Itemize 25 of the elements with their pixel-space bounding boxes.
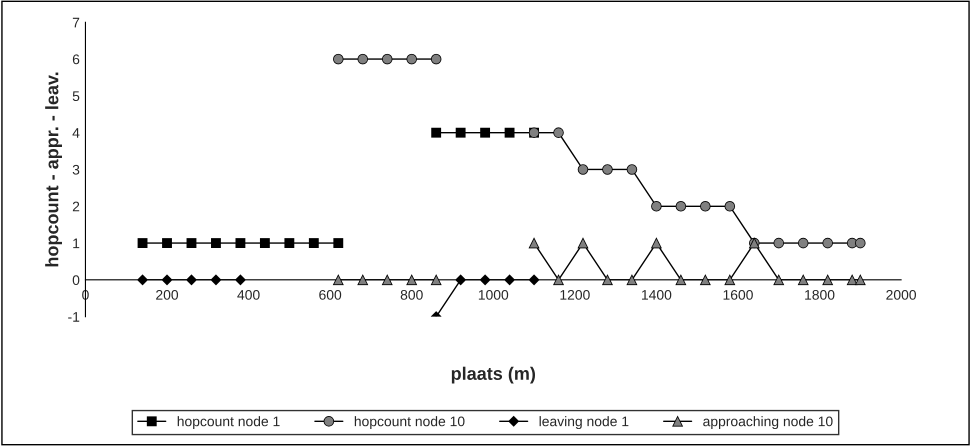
y-axis-title: hopcount - appr. - leav. [45, 72, 62, 266]
y-tick-label: 6 [72, 54, 80, 64]
y-tick-label: 0 [72, 275, 80, 286]
y-tick-label: 3 [72, 164, 80, 175]
x-tick-label: 1200 [560, 290, 590, 300]
y-tick-label: -1 [68, 312, 80, 322]
x-tick-label: 1600 [724, 290, 753, 300]
x-tick-label: 200 [156, 290, 178, 300]
legend-label: leaving node 1 [540, 416, 628, 430]
x-tick-label: 1400 [642, 290, 672, 300]
x-tick-label: 1800 [805, 290, 834, 300]
y-tick-label: 7 [72, 18, 80, 28]
y-tick-label: 5 [72, 91, 80, 102]
y-tick-label: 4 [72, 128, 80, 138]
y-tick-label: 2 [72, 202, 80, 212]
x-tick-label: 2000 [886, 290, 916, 300]
legend-label: approaching node 10 [703, 416, 833, 430]
x-tick-label: 400 [237, 290, 260, 300]
x-tick-label: 1000 [478, 290, 508, 300]
legend-label: hopcount node 10 [354, 416, 465, 430]
y-tick-label: 1 [73, 238, 80, 248]
x-tick-label: 600 [319, 290, 342, 300]
legend-label: hopcount node 1 [178, 416, 280, 430]
x-tick-label: 800 [400, 290, 423, 300]
x-axis-title: plaats (m) [452, 366, 536, 384]
